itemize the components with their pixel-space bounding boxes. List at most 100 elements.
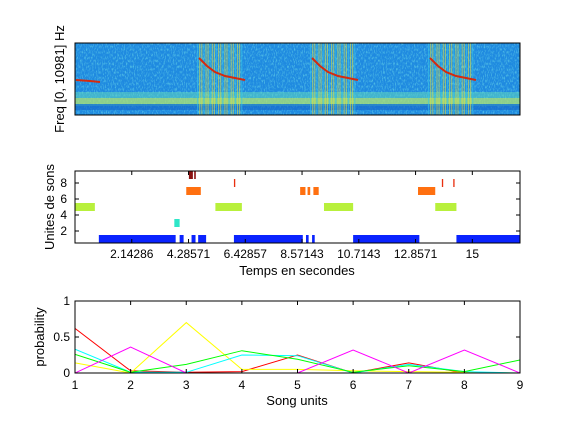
spectrogram-burst-stripe <box>446 43 449 115</box>
spectrogram-burst-stripe <box>228 43 230 115</box>
spectrogram-burst-stripe <box>207 43 209 115</box>
spectrogram-burst-stripe <box>428 43 430 115</box>
units-x-tick-label: 6.42857 <box>224 247 268 261</box>
spectrogram-burst-stripe <box>220 43 222 115</box>
spectrogram-burst-stripe <box>436 43 438 115</box>
spectrogram-burst-stripe <box>343 43 345 115</box>
probability-x-tick-label: 4 <box>239 378 246 392</box>
probability-y-tick-label: 1 <box>63 294 70 308</box>
unit-segment <box>179 235 184 243</box>
spectrogram-burst-stripe <box>222 43 224 115</box>
unit-segment <box>312 235 315 243</box>
spectrogram-burst-stripe <box>337 43 339 115</box>
spectrogram-burst-stripe <box>442 43 444 115</box>
spectrogram-burst-stripe <box>463 43 465 115</box>
unit-segment <box>191 235 196 243</box>
spectrogram-burst-stripe <box>453 43 455 115</box>
spectrogram-burst-stripe <box>213 43 215 115</box>
spectrogram-burst-stripe <box>457 43 459 115</box>
spectrogram-burst-stripe <box>324 43 326 115</box>
spectrogram-burst-stripe <box>451 43 453 115</box>
spectrogram-burst-stripe <box>197 43 199 115</box>
probability-y-label: probability <box>32 307 47 367</box>
units-x-tick-label: 15 <box>466 247 480 261</box>
spectrogram-trace <box>198 57 246 81</box>
units-panel: 2.14286 4.28571 6.42857 8.57143 10.7143 12.85… <box>42 164 521 278</box>
spectrogram-burst-stripe <box>326 43 328 115</box>
spectrogram-burst-stripe <box>449 43 451 115</box>
spectrogram-burst-stripe <box>461 43 463 115</box>
units-y-tick-label: 8 <box>60 176 67 190</box>
spectrogram-trace <box>75 79 101 83</box>
unit-segment <box>186 187 201 195</box>
spectrogram-burst-stripe <box>440 43 442 115</box>
spectrogram-burst-stripe <box>232 43 234 115</box>
probability-x-tick-label: 1 <box>72 378 79 392</box>
spectrogram-burst-stripe <box>199 43 201 115</box>
unit-segment <box>305 235 309 243</box>
spectrogram-burst-stripe <box>335 43 337 115</box>
unit-segment <box>300 187 306 195</box>
unit-segment <box>174 219 180 227</box>
units-x-tick-label: 10.7143 <box>337 247 381 261</box>
spectrogram-trace <box>311 57 359 81</box>
spectrogram-burst-stripe <box>218 43 220 115</box>
probability-x-tick-label: 2 <box>127 378 134 392</box>
probability-x-tick-label: 3 <box>183 378 190 392</box>
unit-segment <box>453 179 455 187</box>
spectrogram-burst-stripe <box>215 43 218 115</box>
unit-segment <box>198 235 207 243</box>
unit-segment <box>233 235 303 243</box>
spectrogram-burst-stripe <box>211 43 213 115</box>
spectrogram-burst-stripe <box>314 43 316 115</box>
spectrogram-burst-stripe <box>320 43 322 115</box>
spectrogram-burst-stripe <box>432 43 434 115</box>
unit-segment <box>456 235 520 243</box>
unit-segment <box>75 203 95 211</box>
spectrogram-burst-stripe <box>209 43 211 115</box>
unit-segment <box>188 171 193 179</box>
spectrogram-burst-stripe <box>322 43 324 115</box>
spectrogram-burst-stripe <box>318 43 320 115</box>
spectrogram-burst-stripe <box>205 43 207 115</box>
spectrogram-burst-stripe <box>201 43 203 115</box>
probability-panel: 1 2 3 4 5 6 7 8 9 0 0.5 1 Song units probability <box>32 294 524 408</box>
unit-segment <box>98 235 176 243</box>
probability-y-tick-label: 0.5 <box>53 330 70 344</box>
spectrogram-burst-stripe <box>331 43 333 115</box>
unit-segment <box>418 187 436 195</box>
spectrogram-burst-stripe <box>444 43 446 115</box>
unit-segment <box>441 179 444 187</box>
probability-x-tick-label: 6 <box>350 378 357 392</box>
spectrogram-burst-stripe <box>312 43 314 115</box>
units-y-tick-label: 6 <box>60 192 67 206</box>
spectrogram-panel: Freq [0, 10981] Hz <box>52 25 521 133</box>
spectrogram-burst-stripe <box>455 43 457 115</box>
unit-segment <box>323 203 354 211</box>
spectrogram-burst-stripe <box>341 43 343 115</box>
spectrogram-burst-stripe <box>328 43 331 115</box>
spectrogram-burst-stripe <box>459 43 461 115</box>
spectrogram-burst-stripe <box>434 43 436 115</box>
spectrogram-image <box>75 43 520 115</box>
spectrogram-burst-stripe <box>203 43 205 115</box>
units-y-tick-label: 2 <box>60 224 67 238</box>
spectrogram-trace <box>429 57 477 81</box>
probability-x-tick-label: 8 <box>461 378 468 392</box>
spectrogram-burst-stripe <box>339 43 341 115</box>
spectrogram-y-label: Freq [0, 10981] Hz <box>52 25 67 133</box>
units-y-label: Unites de sons <box>42 164 57 250</box>
probability-x-tick-label: 5 <box>294 378 301 392</box>
probability-x-label: Song units <box>266 393 328 408</box>
probability-x-tick-label: 7 <box>405 378 412 392</box>
units-x-tick-label: 12.8571 <box>394 247 438 261</box>
spectrogram-burst-stripe <box>310 43 312 115</box>
unit-segment <box>353 235 420 243</box>
unit-segment <box>435 203 457 211</box>
units-x-tick-label: 4.28571 <box>167 247 211 261</box>
units-x-tick-label: 8.57143 <box>280 247 324 261</box>
spectrogram-burst-stripe <box>333 43 335 115</box>
unit-segment <box>215 203 242 211</box>
spectrogram-burst-stripe <box>224 43 226 115</box>
